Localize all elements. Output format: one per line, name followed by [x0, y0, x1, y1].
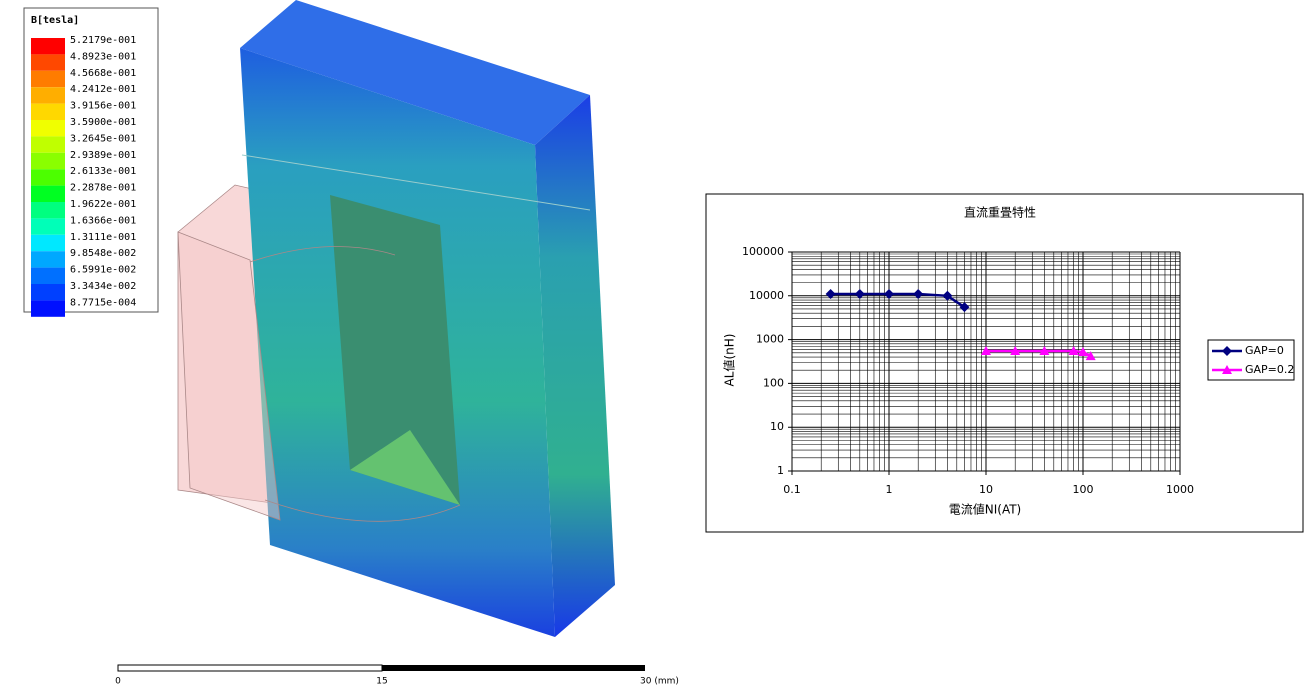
legend-swatch: [31, 87, 65, 104]
data-point: [981, 345, 991, 355]
legend-label: 6.5991e-002: [70, 265, 136, 276]
legend-swatch: [31, 218, 65, 235]
legend-label: 3.3434e-002: [70, 281, 136, 292]
legend-label: GAP=0: [1245, 344, 1284, 357]
data-point: [1068, 345, 1079, 355]
y-tick-label: 100: [763, 376, 784, 389]
legend-swatch: [31, 169, 65, 186]
y-tick-label: 10000: [749, 289, 784, 302]
fem-legend-title: B[tesla]: [31, 15, 79, 26]
legend-swatch: [31, 136, 65, 153]
legend-swatch: [31, 202, 65, 219]
scale-label: 0: [115, 677, 121, 687]
legend-label: 1.9622e-001: [70, 199, 136, 210]
fem-model: [177, 0, 615, 637]
data-point: [1085, 351, 1096, 361]
legend-swatch: [31, 234, 65, 252]
x-tick-label: 1: [886, 483, 893, 496]
legend-label: 3.2645e-001: [70, 133, 136, 144]
chart-frame: [705, 193, 1304, 533]
x-axis-label: 電流値NI(AT): [949, 502, 1022, 517]
y-axis-label: AL値(nH): [722, 334, 737, 387]
data-point: [1078, 347, 1088, 357]
legend-label: 5.2179e-001: [70, 35, 136, 46]
x-tick-label: 10: [979, 483, 993, 496]
x-tick-label: 100: [1073, 483, 1094, 496]
legend-label: 3.5900e-001: [70, 117, 136, 128]
legend-marker: [1222, 365, 1232, 374]
legend-swatch: [31, 152, 65, 170]
legend-label: 1.3111e-001: [70, 232, 136, 243]
data-point: [1039, 345, 1050, 355]
chart-title: 直流重畳特性: [964, 205, 1036, 220]
scale-label: 15: [376, 677, 387, 687]
y-tick-label: 1000: [756, 333, 784, 346]
legend-swatch: [31, 120, 65, 137]
data-point: [913, 288, 924, 299]
plot: 0.1 1 10 100 1000 1 10 100 1000 10000 100000 GAP=0 G…: [742, 245, 1295, 496]
legend-label: 8.7715e-004: [70, 297, 136, 308]
legend-swatch: [31, 251, 65, 268]
legend-label: 2.6133e-001: [70, 166, 136, 177]
y-tick-label: 100000: [742, 245, 784, 258]
scale-bar-black: [382, 665, 645, 671]
scale-bar-white: [117, 664, 383, 672]
scale-label: 30 (mm): [640, 677, 679, 687]
legend-swatch: [31, 284, 65, 301]
y-tick-label: 1: [777, 464, 784, 477]
x-tick-label: 1000: [1166, 483, 1194, 496]
data-point: [854, 288, 865, 299]
data-point: [959, 302, 970, 313]
legend-label: 4.8923e-001: [70, 51, 136, 62]
fem-legend: 5.2179e-001 4.8923e-001 4.5668e-001 4.2412e…: [31, 35, 136, 317]
legend-label: GAP=0.2: [1245, 363, 1294, 376]
legend-label: 2.9389e-001: [70, 150, 136, 161]
legend-label: 3.9156e-001: [70, 101, 136, 112]
y-tick-label: 10: [770, 420, 784, 433]
chart-legend-box: [1207, 339, 1295, 381]
legend-swatch: [31, 103, 65, 120]
data-point: [1010, 345, 1021, 355]
legend-label: 9.8548e-002: [70, 248, 136, 259]
data-point: [942, 290, 953, 301]
legend-label: 1.6366e-001: [70, 215, 136, 226]
legend-label: 2.2878e-001: [70, 183, 136, 194]
x-tick-label: 0.1: [783, 483, 801, 496]
legend-swatch: [31, 70, 65, 88]
legend-label: 4.5668e-001: [70, 68, 136, 79]
legend-label: 4.2412e-001: [70, 84, 136, 95]
legend-swatch: [31, 54, 65, 71]
data-point: [825, 288, 836, 299]
legend-marker: [1222, 346, 1232, 356]
data-point: [884, 288, 894, 299]
legend-swatch: [31, 185, 65, 202]
legend-swatch: [31, 300, 65, 317]
legend-swatch: [31, 38, 65, 55]
legend-swatch: [31, 267, 65, 284]
